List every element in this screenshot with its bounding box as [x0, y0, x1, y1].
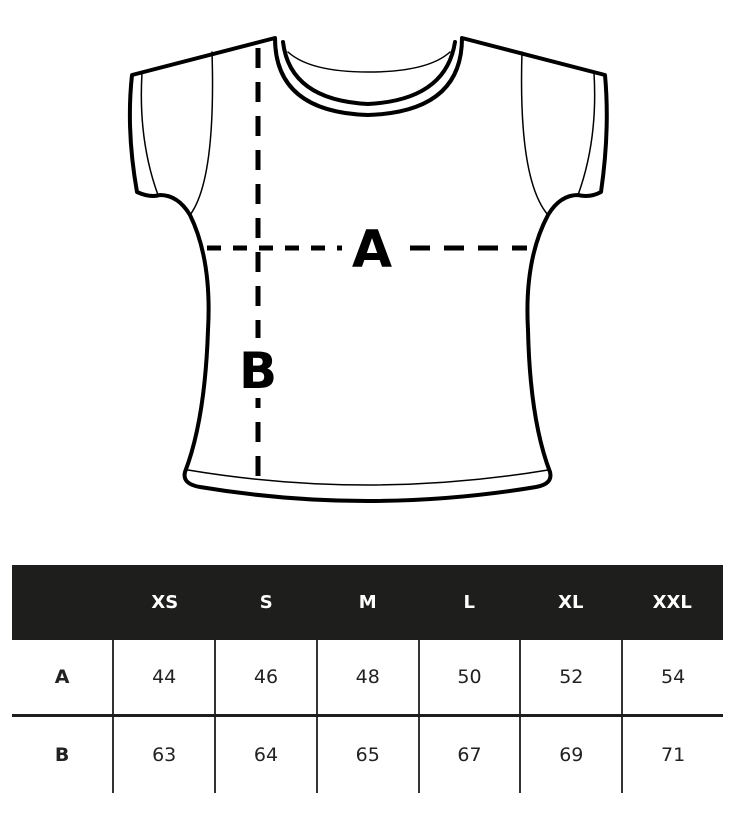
header-size-xs: XS [151, 592, 179, 613]
size-table: XS S M L XL XXL A 44 46 48 50 52 54 B 63… [12, 565, 723, 793]
table-cell: 71 [621, 717, 723, 793]
row-label: B [54, 744, 70, 766]
table-row-a: A 44 46 48 50 52 54 [12, 640, 723, 717]
label-b: B [239, 342, 277, 400]
shirt-outline [127, 36, 609, 503]
right-sleeve-seam [520, 51, 549, 216]
table-cell: 64 [214, 717, 316, 793]
table-cell: 65 [315, 717, 418, 793]
header-size-xxl: XXL [652, 592, 692, 613]
collar-inner [287, 51, 451, 73]
label-a: A [352, 220, 392, 280]
row-label: A [54, 666, 70, 688]
header-corner [12, 565, 114, 640]
table-cell: 67 [417, 717, 520, 793]
header-size-l: L [463, 592, 475, 613]
body-hem-line [187, 469, 549, 486]
table-cell: 50 [417, 640, 520, 714]
header-size-m: M [358, 592, 377, 613]
collar-rib [281, 40, 457, 106]
header-size-xl: XL [558, 592, 584, 613]
left-sleeve-seam [189, 51, 214, 216]
table-cell: 54 [621, 640, 723, 714]
table-cell: 48 [315, 640, 418, 714]
table-cell: 46 [214, 640, 316, 714]
table-cell: 63 [112, 717, 214, 793]
table-cell: 69 [519, 717, 621, 793]
table-cell: 44 [112, 640, 214, 714]
left-sleeve-hem [140, 72, 159, 196]
tshirt-diagram: A B [127, 36, 609, 503]
right-sleeve-hem [577, 72, 596, 196]
table-cell: 52 [519, 640, 621, 714]
table-row-b: B 63 64 65 67 69 71 [12, 717, 723, 793]
size-table-header: XS S M L XL XXL [12, 565, 723, 640]
header-size-s: S [259, 592, 273, 613]
